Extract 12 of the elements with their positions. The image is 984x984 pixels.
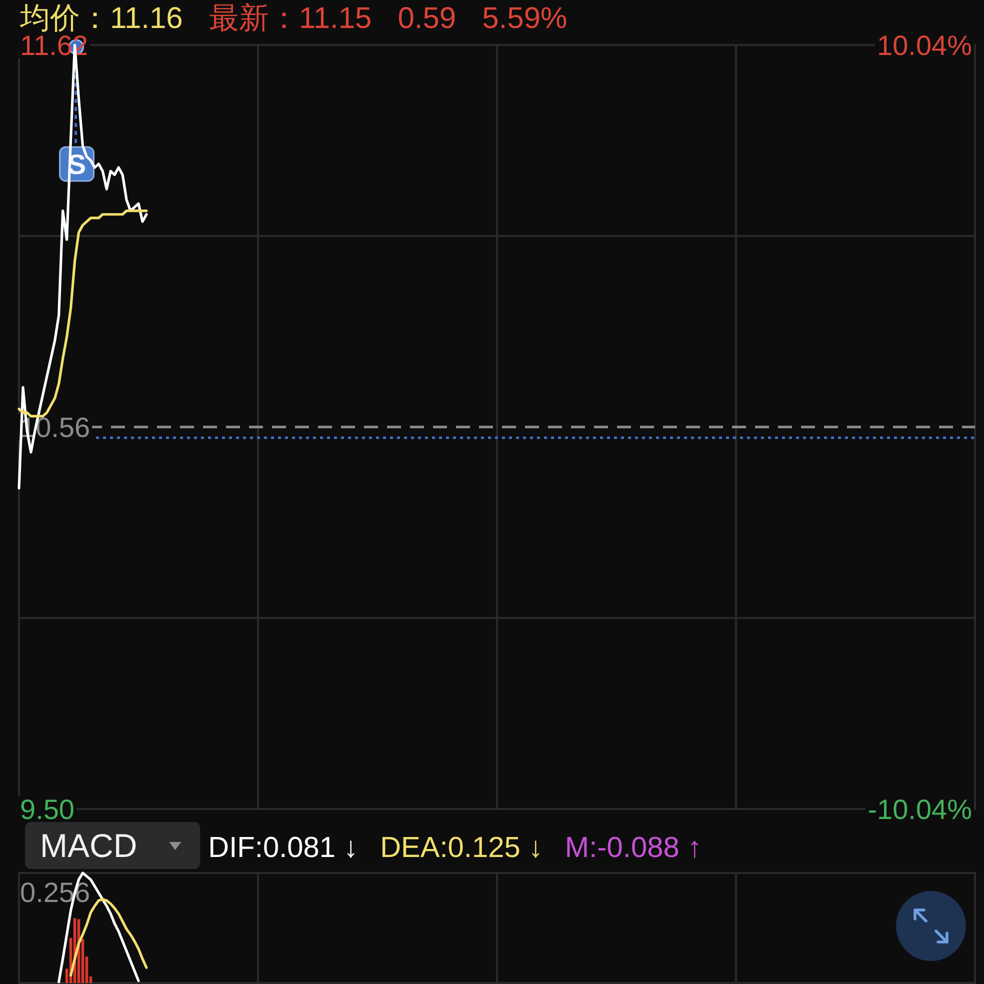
y2-tick-label: 10.04% <box>877 30 972 61</box>
text: M:-0.088 ↑ <box>564 832 702 864</box>
text: DEA:0.125 ↓ <box>380 832 543 864</box>
text: 0.59 <box>398 2 456 35</box>
y2-tick-label: -10.04% <box>868 794 972 825</box>
text: 5.59% <box>482 2 568 35</box>
chart-title: MACD <box>40 827 138 864</box>
y-tick-label: 9.50 <box>20 794 74 825</box>
line-series <box>18 209 148 418</box>
control-indicator-select: MACD <box>25 822 200 869</box>
text: DIF:0.081 ↓ <box>208 832 358 864</box>
text: 最新：11.15 <box>208 2 372 35</box>
